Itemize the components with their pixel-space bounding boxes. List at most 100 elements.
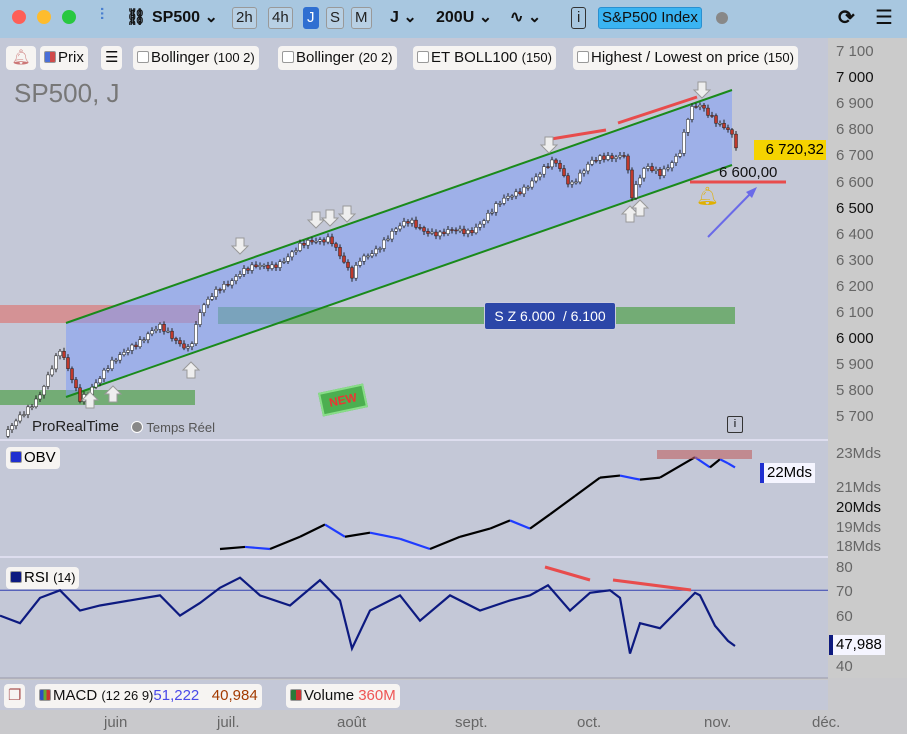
month-label: nov.: [704, 714, 732, 731]
volume-value: 360M: [358, 687, 396, 704]
tf-s[interactable]: S: [326, 7, 345, 29]
candle: [710, 115, 714, 117]
maximize-window-button[interactable]: [62, 10, 76, 24]
params: (100 2): [213, 50, 255, 65]
candle: [62, 350, 66, 358]
obv-segment: [574, 476, 601, 497]
candle: [138, 339, 142, 347]
highlow-chip[interactable]: Highest / Lowest on price (150): [573, 46, 798, 70]
candle: [654, 169, 658, 172]
candle: [198, 312, 202, 325]
candle: [402, 221, 406, 227]
candle: [14, 420, 18, 426]
candle: [354, 265, 358, 279]
candle: [522, 186, 526, 195]
divergence-line: [544, 128, 607, 142]
checkbox[interactable]: [577, 51, 589, 63]
sync-icon[interactable]: ⟳: [838, 7, 855, 29]
rsi-label: RSI: [24, 569, 50, 586]
candle: [570, 181, 574, 185]
candle: [634, 184, 638, 199]
checkbox[interactable]: [137, 51, 149, 63]
candlestick-icon[interactable]: ⫶: [100, 7, 105, 24]
bollinger-100-chip[interactable]: Bollinger (100 2): [133, 46, 259, 70]
candle: [98, 378, 102, 384]
period-selector[interactable]: J ⌄: [390, 9, 417, 26]
price-tick: 5 800: [836, 382, 874, 400]
down-arrow-icon: [320, 209, 340, 227]
obv-segment: [369, 531, 401, 540]
price-chip[interactable]: Prix: [40, 46, 88, 70]
tf-2h[interactable]: 2h: [232, 7, 257, 29]
candle: [246, 268, 250, 271]
tf-4h[interactable]: 4h: [268, 7, 293, 29]
bollinger-20-chip[interactable]: Bollinger (20 2): [278, 46, 397, 70]
link-icon[interactable]: ⛓: [126, 9, 147, 26]
obv-tick: 20Mds: [836, 499, 882, 516]
candle: [662, 168, 666, 176]
candle: [102, 369, 106, 379]
candle: [110, 359, 114, 369]
info-icon[interactable]: i: [571, 7, 587, 29]
candle: [134, 344, 138, 347]
candle: [262, 264, 266, 267]
obv-chip[interactable]: OBV: [6, 447, 60, 469]
obv-tick: 21Mds: [836, 479, 882, 496]
candle: [46, 374, 50, 387]
candle: [394, 228, 398, 232]
checkbox[interactable]: [417, 51, 429, 63]
candle: [430, 231, 434, 234]
menu-icon[interactable]: ☰: [875, 7, 893, 29]
candle: [674, 156, 678, 163]
params: (150): [763, 50, 794, 65]
obv-tick: 23Mds: [836, 445, 882, 462]
checkbox[interactable]: [282, 51, 294, 63]
indicators-icon[interactable]: ∿ ⌄: [510, 9, 542, 26]
candle: [694, 106, 698, 108]
candle: [426, 231, 430, 234]
purple-arrow-head: [746, 187, 757, 198]
candle: [410, 219, 414, 224]
alert-bell-icon[interactable]: 🔔︎: [696, 186, 719, 206]
obv-segment: [489, 519, 511, 530]
rsi-params: (14): [53, 571, 76, 585]
volume-chip[interactable]: Volume 360M: [286, 684, 400, 708]
tf-j[interactable]: J: [303, 7, 319, 29]
windows-icon[interactable]: ❐: [4, 684, 26, 708]
label: ET BOLL100: [431, 49, 518, 66]
symbol-selector[interactable]: SP500 ⌄: [152, 9, 218, 26]
candle: [714, 115, 718, 124]
rsi-chip[interactable]: RSI (14): [6, 567, 80, 589]
candle: [314, 240, 318, 243]
list-icon[interactable]: ☰: [101, 46, 123, 70]
candle: [166, 330, 170, 333]
candle: [338, 247, 342, 257]
candle: [206, 299, 210, 306]
support-zone-low: [0, 390, 195, 405]
minimize-window-button[interactable]: [37, 10, 51, 24]
candle: [506, 196, 510, 199]
candle: [318, 239, 322, 242]
candle: [146, 333, 150, 340]
obv-segment: [429, 535, 461, 551]
trend-channel: [66, 90, 732, 397]
etboll-chip[interactable]: ET BOLL100 (150): [413, 46, 556, 70]
price-chip-label: Prix: [58, 49, 84, 66]
tf-m[interactable]: M: [351, 7, 372, 29]
alert-bell-button[interactable]: 🔔︎: [6, 46, 36, 70]
macd-chip[interactable]: MACD (12 26 9)51,222 40,984: [35, 684, 262, 708]
index-label[interactable]: S&P500 Index: [598, 7, 702, 29]
candle: [414, 219, 418, 228]
units-selector[interactable]: 200U ⌄: [436, 9, 493, 26]
candle: [446, 229, 450, 234]
info-icon[interactable]: i: [727, 416, 743, 433]
candle: [358, 260, 362, 266]
candle: [298, 243, 302, 251]
candle: [494, 203, 498, 213]
candle: [418, 227, 422, 229]
provider-label: ProRealTime: [32, 418, 119, 435]
close-window-button[interactable]: [12, 10, 26, 24]
price-axis[interactable]: [828, 38, 907, 678]
candle: [566, 175, 570, 185]
up-arrow-icon: [181, 361, 201, 379]
